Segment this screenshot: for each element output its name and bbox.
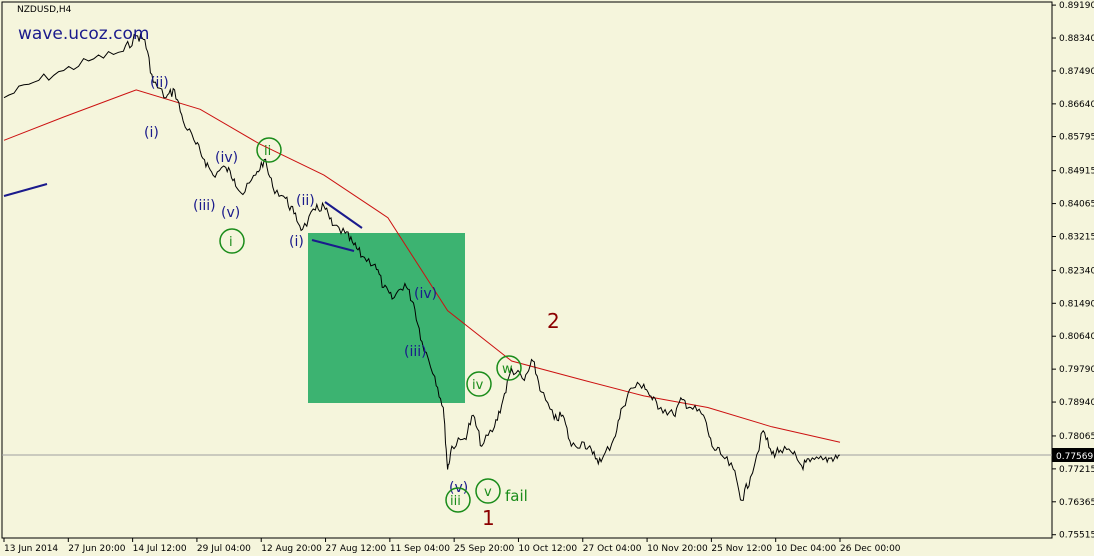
- y-tick-label: 0.83215: [1059, 233, 1094, 243]
- x-tick-label: 11 Sep 04:00: [390, 544, 450, 554]
- wave-label-iv-blue-2: (iv): [414, 286, 437, 302]
- wave-label-iii-blue-1: (iii): [193, 198, 216, 214]
- y-tick-label: 0.88340: [1059, 34, 1094, 44]
- x-tick-label: 27 Jun 20:00: [68, 544, 125, 554]
- x-tick-label: 10 Oct 12:00: [518, 544, 577, 554]
- x-tick-label: 25 Nov 12:00: [711, 544, 772, 554]
- x-tick-label: 12 Aug 20:00: [261, 544, 322, 554]
- wave-label-iv-blue-1: (iv): [215, 150, 238, 166]
- y-tick-label: 0.86640: [1059, 100, 1094, 110]
- x-tick-label: 13 Jun 2014: [4, 544, 58, 554]
- moving-average-layer: [3, 89, 841, 443]
- wave-label-ii-green: ii: [264, 144, 271, 159]
- price-series-line: [3, 32, 841, 501]
- wave-label-iii-blue-2: (iii): [404, 344, 427, 360]
- wave-label-1-red: 1: [482, 506, 495, 530]
- time-axis: 13 Jun 2014 27 Jun 20:00 14 Jul 12:00 29 Ju…: [3, 538, 901, 554]
- x-tick-label: 27 Aug 12:00: [326, 544, 387, 554]
- triangle-lower-line: [311, 239, 355, 252]
- wave-label-v-blue-1: (v): [221, 205, 240, 221]
- current-price-label: 0.77569: [1056, 452, 1093, 462]
- y-tick-label: 0.79790: [1059, 365, 1094, 375]
- wave-circle-ii-green: [256, 137, 282, 163]
- moving-average-line: [3, 89, 841, 443]
- x-tick-label: 14 Jul 12:00: [133, 544, 187, 554]
- wave-label-ii-blue-1: (ii): [150, 75, 169, 91]
- x-tick-label: 10 Dec 04:00: [776, 544, 837, 554]
- wave-label-i-green: i: [229, 235, 233, 250]
- wave-annotations: (ii) (i) (iv) (iii) (v) ii i (ii) (i) (i…: [144, 75, 560, 530]
- x-tick-label: 10 Nov 20:00: [647, 544, 708, 554]
- wave-label-iii-green: iii: [450, 494, 461, 509]
- y-tick-label: 0.76365: [1059, 498, 1094, 508]
- wave-label-2-red: 2: [547, 309, 560, 333]
- x-tick-label: 27 Oct 04:00: [583, 544, 642, 554]
- y-tick-label: 0.81490: [1059, 299, 1094, 309]
- wave-label-w-green: w: [502, 362, 513, 377]
- x-tick-label: 29 Jul 04:00: [197, 544, 251, 554]
- y-tick-label: 0.87490: [1059, 67, 1094, 77]
- price-axis: 0.89190 0.88340 0.87490 0.86640 0.85795 0.849…: [1052, 1, 1094, 541]
- y-tick-label: 0.77215: [1059, 465, 1094, 475]
- y-tick-label: 0.84065: [1059, 200, 1094, 210]
- wave-circle-w-green: [496, 355, 522, 381]
- y-tick-label: 0.78940: [1059, 398, 1094, 408]
- wave-circle-i-green: [219, 228, 245, 254]
- wave-circle-v-green: [475, 478, 501, 504]
- y-tick-label: 0.75515: [1059, 531, 1094, 541]
- wave-circle-iv-green: [466, 371, 492, 397]
- watermark-text: wave.ucoz.com: [18, 24, 149, 44]
- y-tick-label: 0.85795: [1059, 133, 1094, 143]
- y-tick-label: 0.78065: [1059, 432, 1094, 442]
- highlight-box: [308, 233, 465, 403]
- price-layer: [3, 32, 841, 501]
- x-tick-label: 25 Sep 20:00: [454, 544, 514, 554]
- wave-label-v-green: v: [484, 485, 492, 500]
- wave-label-i-blue-1: (i): [144, 125, 159, 141]
- y-tick-label: 0.84915: [1059, 167, 1094, 177]
- wave-label-ii-blue-2: (ii): [296, 193, 315, 209]
- current-price-marker: 0.77569: [1052, 448, 1094, 462]
- plot-area: [1, 1, 1053, 539]
- wave-circle-iii-green: [445, 487, 471, 513]
- y-tick-label: 0.80640: [1059, 332, 1094, 342]
- triangle-upper-line: [324, 201, 363, 229]
- x-tick-label: 26 Dec 00:00: [840, 544, 901, 554]
- y-tick-label: 0.89190: [1059, 1, 1094, 11]
- wave-label-fail: fail: [505, 487, 528, 505]
- symbol-label: NZDUSD,H4: [17, 5, 72, 15]
- wave-label-iv-green: iv: [472, 378, 484, 393]
- trend-line-left: [3, 183, 48, 197]
- wave-label-i-blue-2: (i): [289, 234, 304, 250]
- y-tick-label: 0.82340: [1059, 266, 1094, 276]
